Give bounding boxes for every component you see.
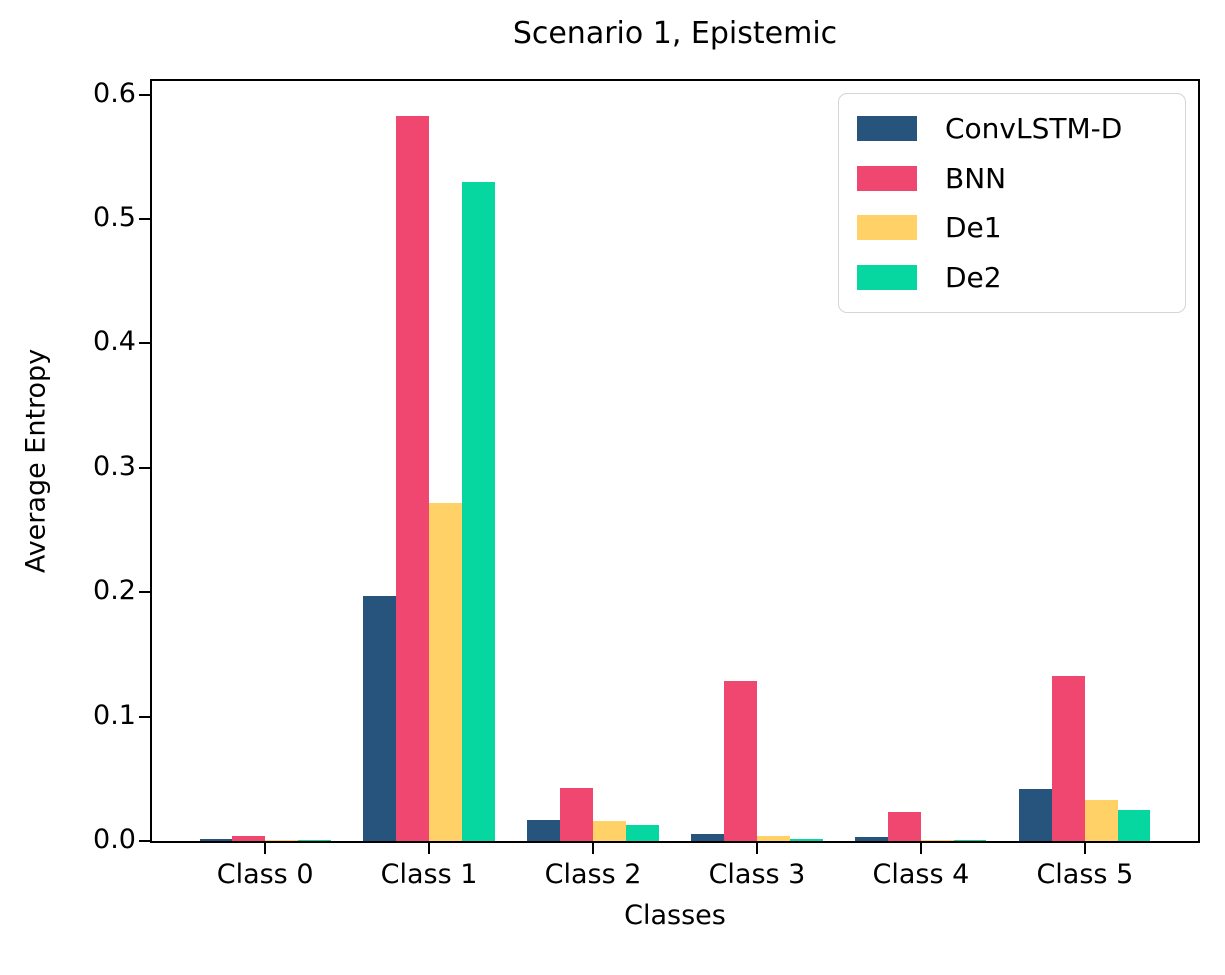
bar-bnn-class-4: [888, 812, 921, 841]
legend-item-de2: De2: [857, 253, 1167, 303]
x-tick-mark: [755, 843, 758, 854]
y-tick-mark: [139, 93, 150, 96]
legend-swatch-de1: [857, 215, 917, 241]
y-tick-label: 0.3: [93, 450, 136, 482]
y-tick-label: 0.6: [93, 77, 136, 109]
y-tick-label: 0.2: [93, 575, 136, 607]
bar-de2-class-2: [625, 824, 659, 841]
legend-item-convlstm-d: ConvLSTM-D: [857, 104, 1167, 154]
legend-label-convlstm-d: ConvLSTM-D: [945, 112, 1123, 146]
legend-item-de1: De1: [857, 203, 1167, 253]
bar-bnn-class-0: [232, 836, 266, 841]
x-tick-label: Class 3: [708, 859, 806, 890]
bar-convlstm-d-class-5: [1019, 788, 1053, 841]
bar-de1-class-4: [920, 839, 954, 841]
y-tick-mark: [139, 466, 150, 469]
bar-de2-class-0: [297, 840, 331, 841]
y-tick-label: 0.0: [93, 824, 136, 855]
y-tick-mark: [139, 342, 150, 345]
y-tick-label: 0.1: [93, 699, 136, 731]
legend-swatch-bnn: [857, 165, 917, 191]
y-tick-mark: [139, 591, 150, 594]
x-tick-label: Class 5: [1036, 859, 1134, 890]
legend-label-de2: De2: [945, 260, 1002, 294]
x-tick-label: Class 2: [544, 859, 642, 890]
y-tick-mark: [139, 218, 150, 221]
bar-bnn-class-2: [560, 787, 594, 841]
bar-de1-class-5: [1084, 799, 1118, 841]
bar-bnn-class-3: [724, 680, 757, 841]
legend: ConvLSTM-D BNN De1 De2: [838, 93, 1186, 313]
bar-de1-class-1: [429, 502, 462, 841]
x-tick-label: Class 4: [872, 859, 970, 890]
y-tick-label: 0.4: [93, 326, 136, 358]
y-tick-label: 0.5: [93, 202, 136, 234]
y-tick-mark: [139, 715, 150, 718]
x-axis-label: Classes: [624, 900, 726, 931]
x-tick-mark: [428, 843, 431, 854]
legend-swatch-convlstm-d: [857, 116, 917, 142]
bar-de2-class-1: [461, 181, 495, 841]
x-tick-mark: [1083, 843, 1086, 854]
bar-de1-class-2: [593, 821, 626, 841]
legend-label-de1: De1: [945, 211, 1002, 245]
x-tick-label: Class 1: [380, 859, 478, 890]
x-tick-mark: [919, 843, 922, 854]
bar-de2-class-4: [953, 839, 987, 841]
bar-de2-class-5: [1117, 809, 1151, 841]
legend-item-bnn: BNN: [857, 154, 1167, 204]
x-tick-mark: [264, 843, 267, 854]
bar-convlstm-d-class-4: [855, 837, 889, 841]
y-tick-mark: [139, 840, 150, 842]
bar-convlstm-d-class-0: [199, 838, 233, 841]
bars-layer: [152, 81, 1198, 841]
bar-de2-class-3: [789, 838, 823, 841]
legend-label-bnn: BNN: [945, 161, 1007, 195]
x-tick-mark: [592, 843, 595, 854]
bar-convlstm-d-class-1: [363, 595, 397, 841]
x-tick-label: Class 0: [216, 859, 314, 890]
bar-bnn-class-5: [1052, 675, 1085, 841]
bar-de1-class-3: [756, 836, 790, 841]
chart-title: Scenario 1, Epistemic: [512, 16, 838, 51]
bar-convlstm-d-class-3: [691, 833, 725, 841]
bar-bnn-class-1: [396, 115, 430, 841]
bar-de1-class-0: [265, 839, 298, 841]
legend-swatch-de2: [857, 264, 917, 290]
bar-convlstm-d-class-2: [527, 819, 561, 841]
